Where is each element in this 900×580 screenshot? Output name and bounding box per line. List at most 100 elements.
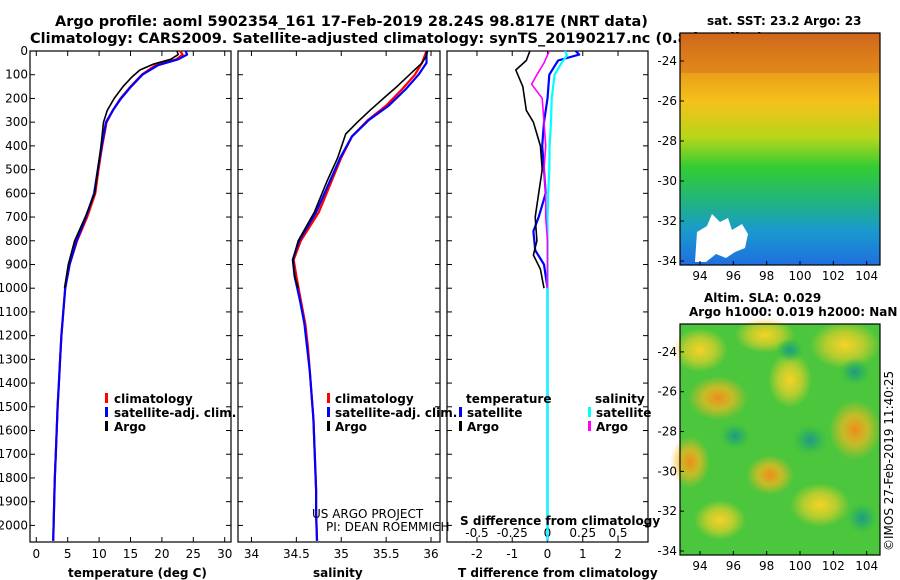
legend-swatch-climatology bbox=[105, 393, 108, 403]
depth-tick-label: 900 bbox=[5, 257, 28, 271]
depth-tick-label: 800 bbox=[5, 234, 28, 248]
sla-map-frame bbox=[679, 323, 881, 556]
map-y-tick-label: -34 bbox=[657, 544, 677, 558]
legend-swatch-s-satellite bbox=[588, 407, 591, 417]
map-y-tick-label: -26 bbox=[657, 385, 677, 399]
depth-tick-label: 600 bbox=[5, 186, 28, 200]
legend-swatch-satellite bbox=[327, 407, 330, 417]
temperature-legend: climatology satellite-adj. clim. Argo bbox=[105, 392, 236, 434]
s-tick-label: 0.5 bbox=[608, 526, 627, 540]
x-tick-label: 1 bbox=[579, 547, 587, 561]
sla-high bbox=[670, 436, 710, 488]
legend-label-s-satellite: satellite bbox=[596, 406, 651, 420]
series-line-s-satellite bbox=[546, 50, 569, 541]
map-x-tick-label: 100 bbox=[789, 559, 812, 573]
legend-label-t-satellite: satellite bbox=[467, 406, 522, 420]
map-x-tick-label: 100 bbox=[789, 269, 812, 283]
legend-swatch-satellite bbox=[105, 407, 108, 417]
sla-low bbox=[846, 502, 878, 534]
series-line-t-satellite bbox=[532, 50, 581, 541]
legend-swatch-argo bbox=[327, 421, 330, 431]
depth-tick-label: 200 bbox=[5, 91, 28, 105]
map-x-tick-label: 96 bbox=[726, 559, 741, 573]
depth-tick-label: 1300 bbox=[0, 352, 28, 366]
temperature-axes bbox=[29, 50, 232, 543]
depth-tick-label: 1600 bbox=[0, 424, 28, 438]
map-y-tick-label: -30 bbox=[657, 174, 677, 188]
depth-tick-label: 2000 bbox=[0, 518, 28, 532]
series-line-climatology bbox=[292, 50, 428, 541]
pi-credit: PI: DEAN ROEMMICH bbox=[326, 520, 449, 534]
legend-swatch-argo bbox=[105, 421, 108, 431]
series-line-argo bbox=[291, 50, 429, 289]
sla-high bbox=[790, 483, 850, 527]
legend-title-temperature: temperature bbox=[466, 392, 551, 406]
map-y-tick-label: -28 bbox=[657, 425, 677, 439]
depth-tick-label: 1100 bbox=[0, 305, 28, 319]
difference-x-axis: -2 -1 0 1 2 bbox=[471, 51, 622, 561]
salinity-x-axis: 34 34.5 35 35.5 36 bbox=[244, 51, 439, 561]
map-x-tick-label: 94 bbox=[692, 269, 707, 283]
sla-map-title: Altim. SLA: 0.029 bbox=[704, 291, 821, 305]
legend-label-argo: Argo bbox=[335, 420, 367, 434]
sla-map-y-ticks: -24 -26 -28 -30 -32 -34 bbox=[657, 345, 684, 558]
sst-map-x-ticks: 94 96 98 100 102 104 bbox=[692, 261, 878, 283]
depth-tick-label: 1700 bbox=[0, 447, 28, 461]
map-y-tick-label: -30 bbox=[657, 464, 677, 478]
map-x-tick-label: 102 bbox=[822, 269, 845, 283]
sla-high bbox=[829, 400, 881, 460]
sst-map-frame bbox=[679, 32, 881, 266]
map-y-tick-label: -28 bbox=[657, 134, 677, 148]
salinity-y-ticks bbox=[238, 50, 440, 526]
depth-tick-label: 1000 bbox=[0, 281, 28, 295]
s-tick-label: -0.5 bbox=[465, 526, 488, 540]
legend-swatch-t-satellite bbox=[459, 407, 462, 417]
depth-tick-label: 500 bbox=[5, 163, 28, 177]
x-tick-label: -1 bbox=[506, 547, 518, 561]
legend-label-t-argo: Argo bbox=[467, 420, 499, 434]
series-line-climatology bbox=[52, 50, 184, 541]
series-line-argo bbox=[63, 50, 179, 289]
map-x-tick-label: 104 bbox=[855, 559, 878, 573]
map-x-tick-label: 98 bbox=[759, 559, 774, 573]
map-y-tick-label: -24 bbox=[657, 54, 677, 68]
s-tick-label: -0.25 bbox=[497, 526, 528, 540]
salinity-axes bbox=[237, 50, 441, 543]
difference-legend: temperature satellite Argo salinity sate… bbox=[459, 392, 651, 434]
map-y-tick-label: -32 bbox=[657, 214, 677, 228]
sla-high bbox=[694, 500, 746, 540]
x-tick-label: 30 bbox=[217, 547, 232, 561]
legend-title-salinity: salinity bbox=[595, 392, 645, 406]
title-line-1: Argo profile: aoml 5902354_161 17-Feb-20… bbox=[55, 14, 648, 30]
s-difference-ticks: -0.5 -0.25 0 0.25 0.5 bbox=[465, 526, 627, 540]
sla-high bbox=[688, 376, 748, 420]
x-tick-label: 34.5 bbox=[283, 547, 310, 561]
x-tick-label: 25 bbox=[186, 547, 201, 561]
project-credit: US ARGO PROJECT bbox=[312, 507, 424, 521]
sla-low bbox=[792, 424, 828, 456]
x-tick-label: 10 bbox=[91, 547, 106, 561]
depth-axis: 0 100 200 300 400 500 600 700 800 900 1000 1100 1200… bbox=[0, 44, 231, 532]
x-tick-label: 36 bbox=[423, 547, 438, 561]
map-x-tick-label: 102 bbox=[822, 559, 845, 573]
sla-high bbox=[810, 321, 880, 369]
title-line-2: Climatology: CARS2009. Satellite-adjuste… bbox=[30, 31, 764, 47]
depth-tick-label: 700 bbox=[5, 210, 28, 224]
depth-tick-label: 1500 bbox=[0, 400, 28, 414]
difference-lines bbox=[514, 50, 581, 541]
x-tick-label: -2 bbox=[471, 547, 483, 561]
series-line-t-argo bbox=[514, 50, 545, 289]
s-tick-label: 0.25 bbox=[569, 526, 596, 540]
sst-missing-data bbox=[695, 214, 748, 262]
sst-map-y-ticks: -24 -26 -28 -30 -32 -34 bbox=[657, 54, 684, 268]
difference-panel: -2 -1 0 1 2 -0.5 -0.25 0 0.25 0.5 T difference f… bbox=[446, 50, 660, 580]
sla-low bbox=[776, 338, 804, 362]
temperature-panel: 0100200300400500600700800900100011001200… bbox=[0, 44, 236, 580]
depth-tick-label: 1400 bbox=[0, 376, 28, 390]
legend-swatch-t-argo bbox=[459, 421, 462, 431]
legend-label-satellite: satellite-adj. clim. bbox=[114, 406, 236, 420]
t-difference-xlabel: T difference from climatology bbox=[458, 566, 658, 580]
sst-map: sat. SST: 23.2 Argo: 23 94 96 98 100 102 104 … bbox=[657, 14, 881, 283]
x-tick-label: 35.5 bbox=[373, 547, 400, 561]
